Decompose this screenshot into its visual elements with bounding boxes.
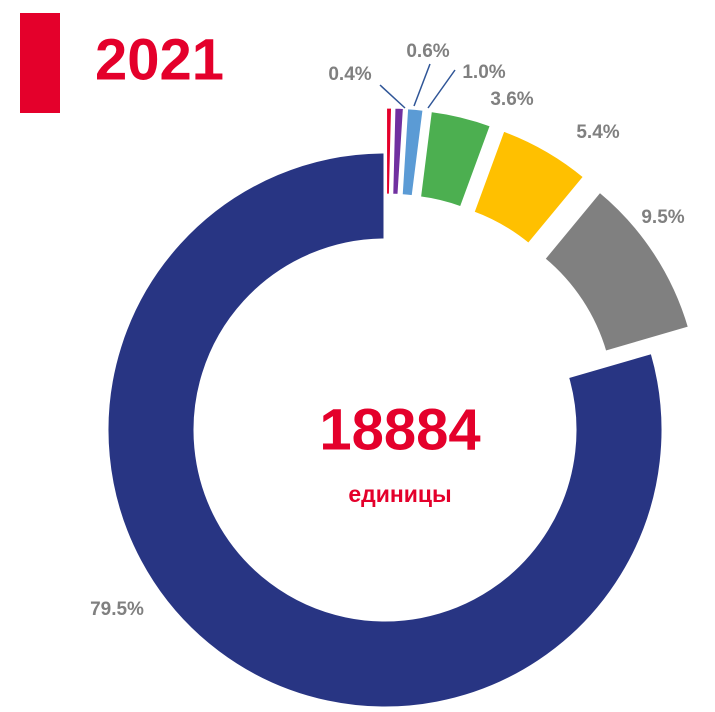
data-label: 5.4%: [576, 122, 619, 143]
center-value: 18884: [319, 397, 480, 462]
donut-slice: [470, 128, 587, 247]
data-label: 3.6%: [490, 89, 533, 110]
donut-slice: [390, 105, 407, 198]
data-label: 0.6%: [406, 41, 449, 62]
data-label: 9.5%: [641, 207, 684, 228]
center-label: единицы: [348, 481, 451, 507]
data-label: 0.4%: [328, 64, 371, 85]
leader-line: [379, 84, 406, 109]
donut-slice: [417, 108, 494, 210]
leader-line: [427, 69, 456, 109]
leader-line: [413, 63, 431, 107]
data-label: 79.5%: [90, 599, 144, 620]
title-bar: [20, 13, 60, 113]
chart-title: 2021: [95, 27, 224, 92]
donut-slice: [399, 106, 426, 199]
donut-slice: [105, 150, 665, 710]
data-label: 1.0%: [462, 62, 505, 83]
donut-slice: [541, 188, 692, 355]
